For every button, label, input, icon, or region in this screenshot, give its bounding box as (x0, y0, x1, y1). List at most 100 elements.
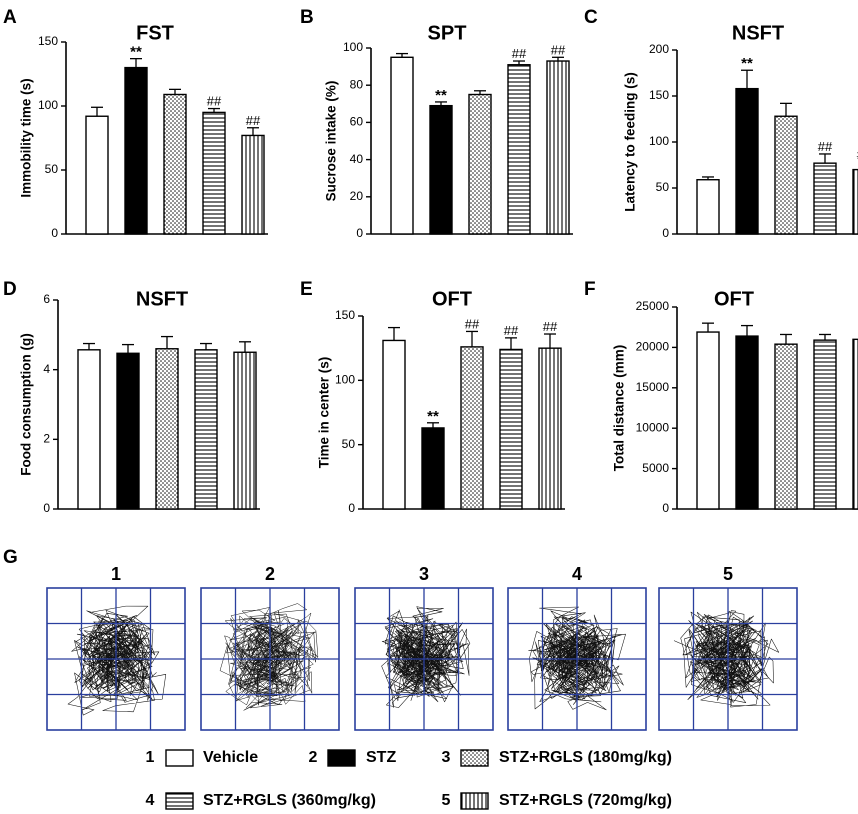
bar-group-3 (163, 93, 187, 235)
legend-swatch (165, 749, 194, 767)
y-tick-label: 6 (43, 292, 50, 306)
significance-hash: ## (465, 316, 480, 331)
y-axis-label: Latency to feeding (s) (623, 72, 638, 212)
panel-letter: E (300, 279, 313, 300)
legend-item-2: 2 STZ (309, 749, 396, 767)
significance-hash: ## (818, 139, 833, 154)
y-tick-label: 10000 (636, 420, 670, 434)
bar-group-1 (382, 339, 406, 510)
y-axis-label: Total distance (mm) (612, 345, 627, 472)
track-label: 3 (419, 564, 429, 584)
legend-label: STZ+RGLS (180mg/kg) (499, 749, 672, 766)
movement-track (673, 610, 780, 708)
panel-letter: C (584, 7, 598, 28)
bar-group-5 (546, 60, 570, 235)
movement-track (528, 606, 626, 711)
y-tick-label: 40 (350, 152, 364, 166)
bar-group-5 (538, 347, 562, 510)
significance-hash: ## (551, 42, 566, 57)
significance-hash: ## (246, 113, 261, 128)
bar-group-4 (194, 349, 218, 510)
track-label: 4 (572, 564, 582, 584)
legend-swatch (460, 749, 489, 767)
significance-hash: ## (857, 147, 858, 162)
panel-letter: B (300, 7, 314, 28)
panel-letter: F (584, 279, 596, 300)
y-tick-label: 50 (656, 180, 670, 194)
bar-group-2 (124, 66, 148, 235)
significance-hash: ## (512, 46, 527, 61)
bar-group-4 (202, 111, 226, 235)
track-panel-5: 5 (658, 564, 798, 731)
y-tick-label: 0 (356, 226, 363, 240)
track-label: 5 (723, 564, 733, 584)
legend-number: 2 (309, 749, 318, 766)
track-panel-2: 2 (200, 564, 340, 731)
y-tick-label: 50 (45, 162, 59, 176)
bar-group-5 (241, 134, 265, 235)
bar-group-5 (852, 168, 858, 235)
legend-item-5: 5 STZ+RGLS (720mg/kg) (442, 792, 672, 810)
bar-charts: A FST Immobility time (s) 0 50 100 150 ** ## ## B S… (3, 7, 858, 515)
panel-letter: G (3, 547, 18, 568)
open-field-tracks: G 1 2 3 4 5 (3, 547, 798, 731)
legend-number: 3 (442, 749, 451, 766)
significance-hash: ## (207, 94, 222, 109)
bar-group-4 (813, 162, 837, 235)
bar-group-5 (852, 338, 858, 510)
bar-group-1 (77, 349, 101, 510)
bar-group-4 (813, 339, 837, 510)
bar-group-2 (429, 104, 453, 235)
chart-title: SPT (428, 22, 467, 44)
chart-title: NSFT (136, 288, 188, 310)
chart-panel-d: D NSFT Food consumption (g) 0 2 4 6 (3, 279, 260, 515)
bar-group-3 (774, 343, 798, 510)
legend-label: STZ+RGLS (720mg/kg) (499, 792, 672, 809)
significance-hash: ## (543, 319, 558, 334)
y-tick-label: 150 (335, 308, 355, 322)
legend-label: Vehicle (203, 749, 258, 766)
y-axis-label: Food consumption (g) (19, 333, 34, 475)
bar-group-2 (735, 87, 759, 235)
y-tick-label: 0 (51, 226, 58, 240)
bar-group-5 (233, 351, 257, 510)
chart-title: FST (136, 22, 174, 44)
y-tick-label: 100 (649, 134, 669, 148)
y-tick-label: 5000 (642, 461, 669, 475)
y-tick-label: 150 (649, 88, 669, 102)
chart-title: OFT (432, 288, 472, 310)
y-tick-label: 20000 (636, 340, 670, 354)
y-tick-label: 4 (43, 362, 50, 376)
y-tick-label: 0 (662, 226, 669, 240)
legend-swatch (460, 792, 489, 810)
chart-title: NSFT (732, 22, 784, 44)
y-tick-label: 100 (335, 373, 355, 387)
legend-swatch (165, 792, 194, 810)
y-tick-label: 50 (342, 437, 356, 451)
track-label: 1 (111, 564, 121, 584)
y-tick-label: 200 (649, 42, 669, 56)
y-tick-label: 100 (343, 40, 363, 54)
y-tick-label: 150 (38, 34, 58, 48)
chart-panel-a: A FST Immobility time (s) 0 50 100 150 ** ## ## (3, 7, 268, 240)
bar-group-4 (499, 348, 523, 510)
y-axis-label: Immobility time (s) (19, 78, 34, 197)
bar-group-4 (507, 64, 531, 235)
track-panel-3: 3 (354, 564, 494, 731)
chart-panel-c: C NSFT Latency to feeding (s) 0 50 100 150 200 *… (584, 7, 858, 240)
bar-group-3 (460, 346, 484, 510)
bar-group-2 (116, 352, 140, 510)
track-label: 2 (265, 564, 275, 584)
y-axis-label: Sucrose intake (%) (324, 81, 339, 202)
y-tick-label: 60 (350, 115, 364, 129)
chart-panel-f: F OFT Total distance (mm) 0 5000 10000 15000 20… (584, 279, 858, 515)
y-tick-label: 25000 (636, 299, 670, 313)
legend-swatch (327, 749, 356, 767)
bar-group-3 (774, 115, 798, 235)
legend-label: STZ (366, 749, 396, 766)
y-tick-label: 20 (350, 189, 364, 203)
bar-group-2 (735, 335, 759, 510)
significance-stars: ** (130, 44, 142, 61)
y-axis-label: Time in center (s) (317, 357, 332, 469)
